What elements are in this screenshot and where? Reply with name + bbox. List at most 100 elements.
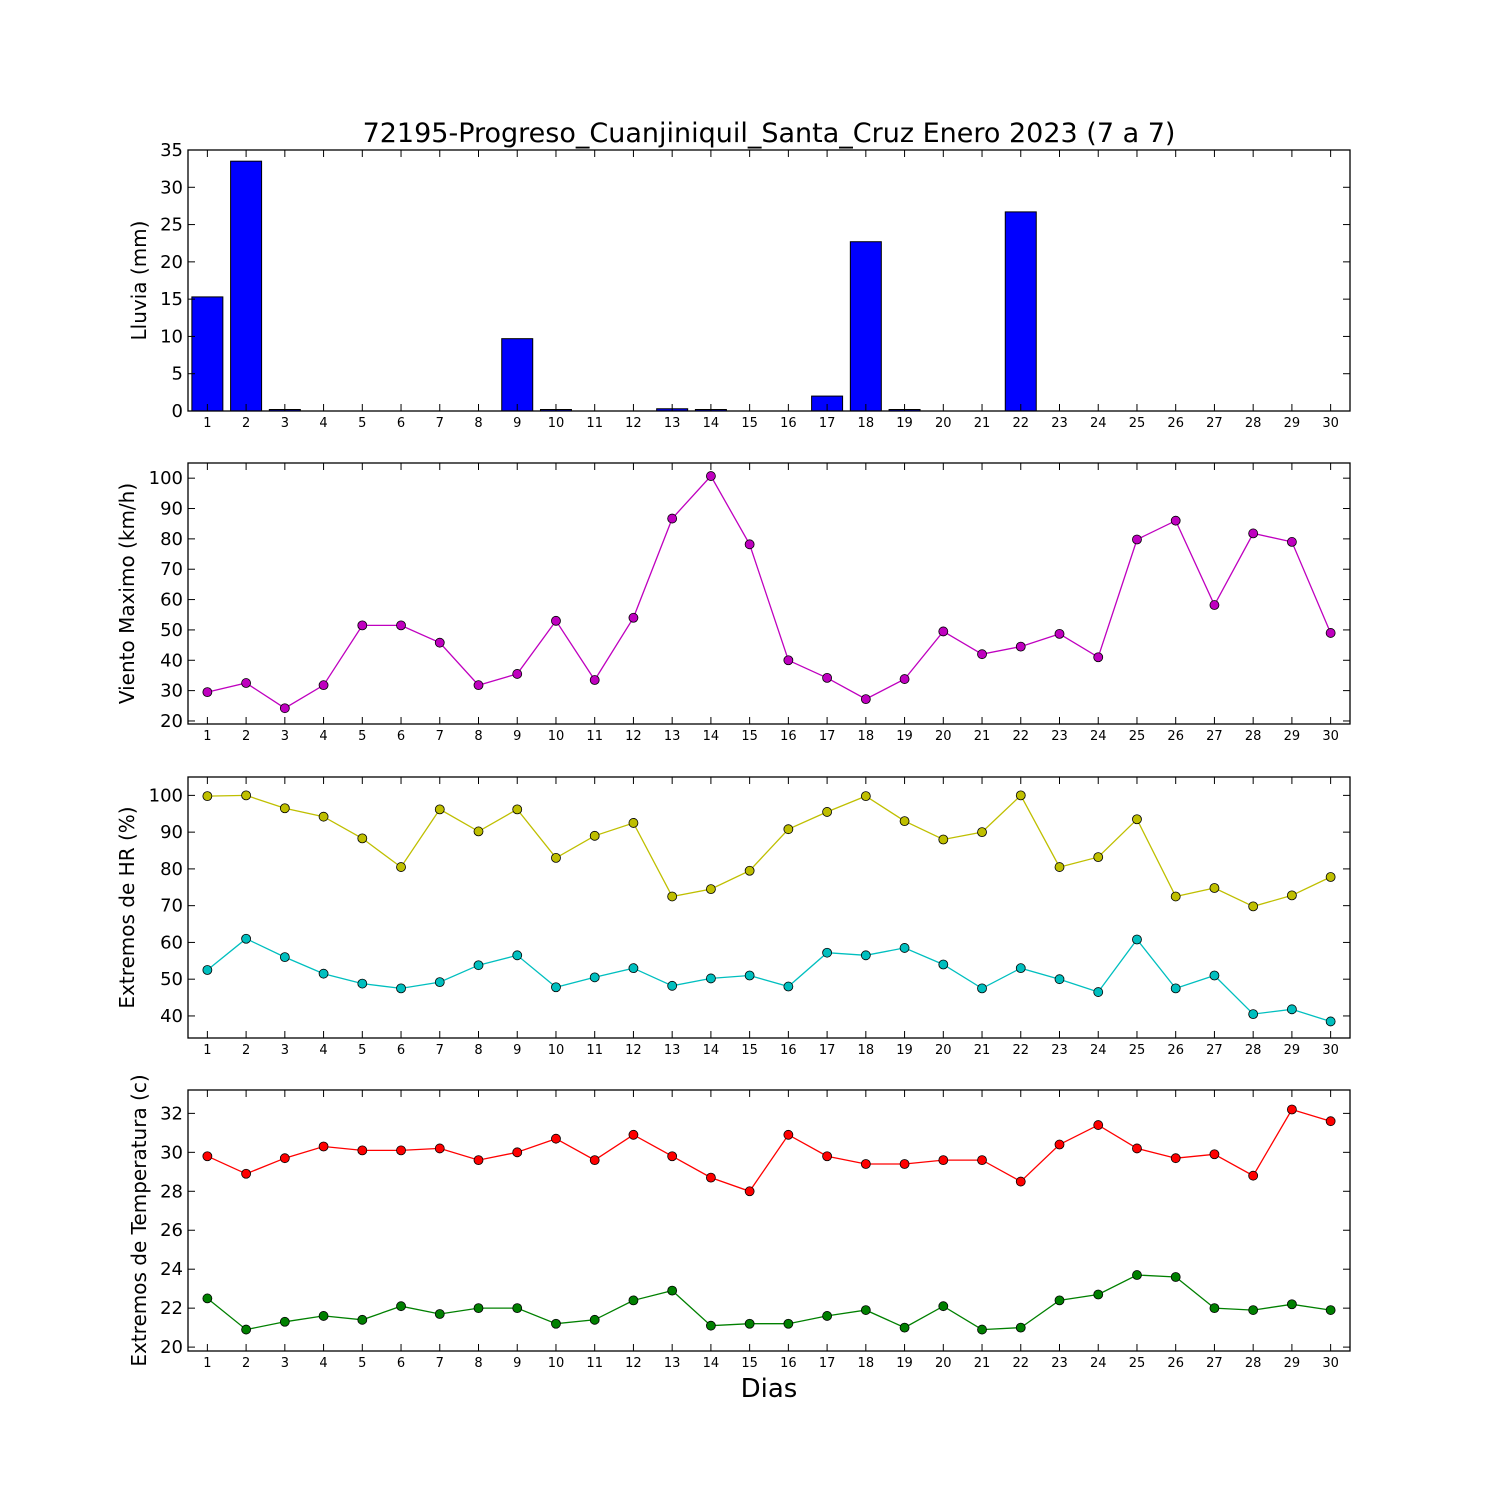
humidity-ylabel: Extremos de HR (%) — [115, 806, 139, 1008]
humidity-series-0-point — [318, 811, 329, 822]
rain-xtick-label: 8 — [474, 416, 482, 431]
rain-bar — [1004, 211, 1037, 412]
temperature-ytick-label: 20 — [160, 1337, 183, 1358]
humidity-series-1-point — [1287, 1004, 1297, 1015]
temperature-series-0-point — [1132, 1143, 1142, 1154]
wind-ytick-label: 30 — [160, 681, 183, 702]
temperature-ytick-label: 24 — [160, 1259, 183, 1280]
rain-xtick-label: 24 — [1090, 416, 1107, 431]
wind-ytick-label: 40 — [160, 650, 183, 671]
temperature-series-1-point — [357, 1314, 368, 1325]
temperature-ytick-label: 26 — [160, 1220, 183, 1241]
temperature-series-1-point — [977, 1324, 987, 1335]
humidity-series-1-point — [202, 965, 213, 975]
temperature-series-0-point — [1093, 1120, 1104, 1130]
rain-xtick-label: 28 — [1245, 416, 1262, 431]
rain-bar — [501, 338, 534, 412]
humidity-series-0-line — [207, 794, 1331, 908]
temperature-xtick-label: 26 — [1167, 1356, 1184, 1371]
humidity-xtick-label: 30 — [1322, 1043, 1339, 1058]
humidity-series-0-point — [977, 827, 987, 838]
humidity-series-0-point — [667, 891, 678, 902]
rain-xtick-label: 30 — [1322, 416, 1339, 431]
temperature-series-0-point — [1287, 1104, 1297, 1115]
temperature-xtick-label: 19 — [896, 1356, 913, 1371]
temperature-xtick-label: 24 — [1090, 1356, 1107, 1371]
humidity-xtick-label: 9 — [513, 1043, 521, 1058]
humidity-series-0-point — [744, 865, 755, 876]
temperature-series-1-point — [1170, 1272, 1181, 1282]
wind-series-0-point — [822, 672, 832, 683]
wind-xtick-label: 5 — [358, 729, 366, 744]
wind-xtick-label: 3 — [281, 729, 289, 744]
temperature-ytick-label: 32 — [160, 1103, 183, 1124]
humidity-series-0-point — [783, 824, 794, 835]
humidity-xtick-label: 16 — [780, 1043, 797, 1058]
wind-series-0-point — [1209, 600, 1220, 610]
humidity-series-0-point — [473, 826, 484, 837]
wind-ytick-label: 60 — [160, 590, 183, 611]
humidity-series-0-point — [1015, 790, 1026, 801]
temperature-series-0-point — [1054, 1139, 1065, 1150]
temperature-series-1-point — [1287, 1299, 1297, 1310]
humidity-series-0-point — [279, 803, 290, 814]
temperature-series-0-point — [977, 1155, 987, 1166]
temperature-series-0-point — [512, 1147, 523, 1158]
wind-series-0-point — [1093, 652, 1104, 663]
temperature-series-1-point — [589, 1314, 600, 1325]
humidity-series-0-point — [1132, 814, 1142, 825]
temperature-series-0-point — [589, 1155, 600, 1166]
wind-xtick-label: 18 — [858, 729, 875, 744]
temperature-series-0-point — [822, 1151, 832, 1162]
wind-xtick-label: 26 — [1167, 729, 1184, 744]
temperature-series-1-line — [206, 1274, 1331, 1331]
wind-series-0-point — [628, 612, 639, 623]
rain-xtick-label: 14 — [703, 416, 720, 431]
temperature-series-0-point — [202, 1151, 213, 1162]
temperature-xtick-label: 5 — [358, 1356, 366, 1371]
x-axis-label: Dias — [741, 1374, 798, 1404]
temperature-series-1-point — [473, 1303, 484, 1314]
humidity-xtick-label: 6 — [397, 1043, 405, 1058]
temperature-xtick-label: 6 — [397, 1356, 405, 1371]
wind-xtick-label: 24 — [1090, 729, 1107, 744]
wind-series-0-point — [589, 675, 600, 685]
rain-xtick-label: 22 — [1012, 416, 1029, 431]
wind-ytick-label: 90 — [160, 499, 183, 520]
humidity-series-0-point — [628, 818, 639, 828]
temperature-series-0-point — [318, 1141, 329, 1152]
humidity-ytick-label: 100 — [149, 785, 183, 806]
wind-xtick-label: 28 — [1245, 729, 1262, 744]
humidity-ytick-label: 60 — [160, 932, 183, 953]
humidity-series-1-point — [1132, 934, 1142, 945]
rain-xtick-label: 7 — [436, 416, 444, 431]
wind-ytick-label: 80 — [160, 529, 183, 550]
rain-xtick-label: 17 — [819, 416, 836, 431]
humidity-series-0-point — [899, 816, 910, 827]
wind-series-0-point — [860, 694, 871, 705]
temperature-series-0-point — [279, 1153, 290, 1164]
humidity-xtick-label: 15 — [741, 1043, 758, 1058]
humidity-xtick-label: 27 — [1206, 1043, 1223, 1058]
rain-xtick-label: 3 — [281, 416, 289, 431]
humidity-series-0-point — [241, 790, 252, 801]
temperature-series-0-point — [1248, 1170, 1259, 1181]
humidity-series-0-point — [1209, 883, 1220, 893]
humidity-series-0-point — [589, 830, 600, 841]
humidity-series-1-line — [206, 937, 1331, 1023]
humidity-series-1-point — [512, 950, 523, 961]
temperature-xtick-label: 22 — [1012, 1356, 1029, 1371]
temperature-series-0-point — [1170, 1153, 1181, 1164]
temperature-xtick-label: 29 — [1284, 1356, 1301, 1371]
temperature-series-1-point — [202, 1293, 213, 1304]
wind-series-0-point — [551, 615, 561, 626]
rain-ytick-label: 35 — [160, 140, 183, 161]
wind-xtick-label: 20 — [935, 729, 952, 744]
rain-ytick-label: 20 — [160, 252, 183, 273]
temperature-series-0-point — [628, 1129, 639, 1140]
temperature-series-1-point — [396, 1301, 406, 1312]
temperature-series-1-point — [822, 1311, 832, 1321]
rain-xtick-label: 21 — [974, 416, 991, 431]
temperature-xtick-label: 18 — [858, 1356, 875, 1371]
humidity-series-1-point — [589, 972, 600, 983]
